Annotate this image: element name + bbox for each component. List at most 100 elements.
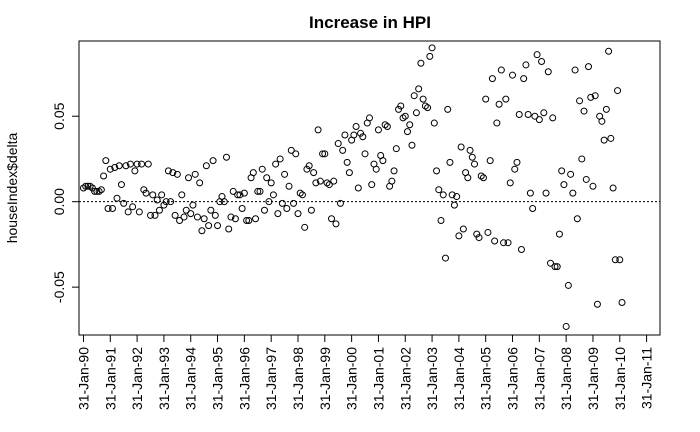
data-point: [149, 191, 157, 199]
data-point: [408, 141, 416, 149]
data-point: [334, 140, 342, 148]
x-tick-label: 31-Jan-11: [639, 347, 655, 409]
data-point: [249, 169, 257, 177]
data-point: [227, 213, 235, 221]
x-tick-label: 31-Jan-06: [505, 347, 521, 410]
x-tick-label: 31-Jan-02: [397, 347, 413, 410]
data-point: [252, 215, 260, 223]
data-point: [173, 170, 181, 178]
data-point: [484, 228, 492, 236]
data-point: [321, 150, 329, 158]
data-point: [124, 208, 132, 216]
data-point: [578, 155, 586, 163]
data-point: [366, 114, 373, 122]
data-point: [109, 205, 117, 213]
data-point: [448, 191, 456, 199]
data-point: [336, 199, 344, 207]
data-point: [325, 181, 333, 189]
data-point: [589, 182, 597, 190]
data-point: [316, 177, 324, 185]
y-tick-label: -0.05: [51, 271, 67, 303]
data-point: [187, 210, 195, 218]
data-point: [390, 167, 398, 175]
data-point: [131, 167, 139, 175]
data-point: [104, 205, 112, 213]
data-point: [479, 174, 487, 182]
data-point: [113, 194, 121, 202]
data-point: [292, 150, 300, 158]
data-point: [296, 189, 304, 197]
x-axis: 31-Jan-90 31-Jan-91 31-Jan-92 31-Jan-93 31-J…: [75, 335, 655, 410]
data-point: [379, 157, 387, 165]
data-point: [298, 191, 306, 199]
data-point: [102, 157, 110, 165]
data-point: [278, 199, 286, 207]
data-point: [435, 186, 443, 194]
data-point: [314, 126, 322, 134]
data-point: [339, 146, 347, 154]
data-point: [290, 199, 298, 207]
data-point: [567, 170, 575, 178]
data-point: [368, 181, 376, 189]
data-point: [419, 95, 427, 103]
plot-frame: [78, 40, 661, 336]
chart-title: Increase in HPI: [309, 13, 431, 32]
data-point: [591, 92, 599, 100]
data-point: [117, 181, 125, 189]
data-point: [126, 160, 134, 168]
data-point: [569, 189, 577, 197]
data-point: [611, 256, 619, 264]
x-tick-label: 31-Jan-91: [102, 347, 118, 410]
data-point: [439, 191, 447, 199]
data-point: [330, 177, 338, 185]
data-point: [412, 109, 420, 117]
data-point: [155, 206, 163, 214]
data-point: [538, 58, 546, 66]
data-point: [529, 205, 537, 213]
data-point: [231, 215, 239, 223]
data-point: [457, 143, 465, 151]
data-point: [618, 299, 626, 307]
data-point: [571, 66, 579, 74]
data-point: [95, 187, 103, 195]
data-point: [254, 187, 262, 195]
data-point: [397, 102, 405, 110]
data-point: [115, 162, 123, 170]
data-point: [361, 150, 369, 158]
data-point: [164, 167, 172, 175]
data-point: [144, 160, 152, 168]
data-point: [381, 121, 389, 129]
data-point: [129, 203, 137, 211]
data-point: [562, 322, 570, 330]
data-point: [522, 61, 530, 69]
x-tick-label: 31-Jan-04: [451, 347, 467, 410]
data-point: [584, 63, 592, 71]
data-point: [207, 206, 215, 214]
data-point: [341, 131, 349, 139]
data-point: [444, 105, 452, 113]
x-tick-label: 31-Jan-09: [585, 347, 601, 410]
data-point: [140, 186, 148, 194]
data-point: [517, 246, 525, 254]
data-point: [162, 198, 170, 206]
data-point: [486, 157, 494, 165]
data-point: [453, 193, 461, 201]
data-point: [79, 184, 87, 192]
data-point: [576, 97, 584, 105]
data-point: [281, 170, 289, 178]
data-point: [509, 71, 517, 79]
data-point: [441, 254, 449, 262]
data-point: [580, 107, 588, 115]
data-point: [531, 112, 539, 120]
data-point: [111, 163, 119, 171]
data-point: [283, 205, 291, 213]
data-point: [357, 129, 365, 137]
data-point: [616, 256, 624, 264]
data-point: [542, 189, 550, 197]
x-tick-label: 31-Jan-01: [370, 347, 386, 410]
data-point: [421, 102, 429, 110]
data-point: [307, 206, 315, 214]
x-tick-label: 31-Jan-08: [558, 347, 574, 410]
data-point: [540, 109, 548, 117]
